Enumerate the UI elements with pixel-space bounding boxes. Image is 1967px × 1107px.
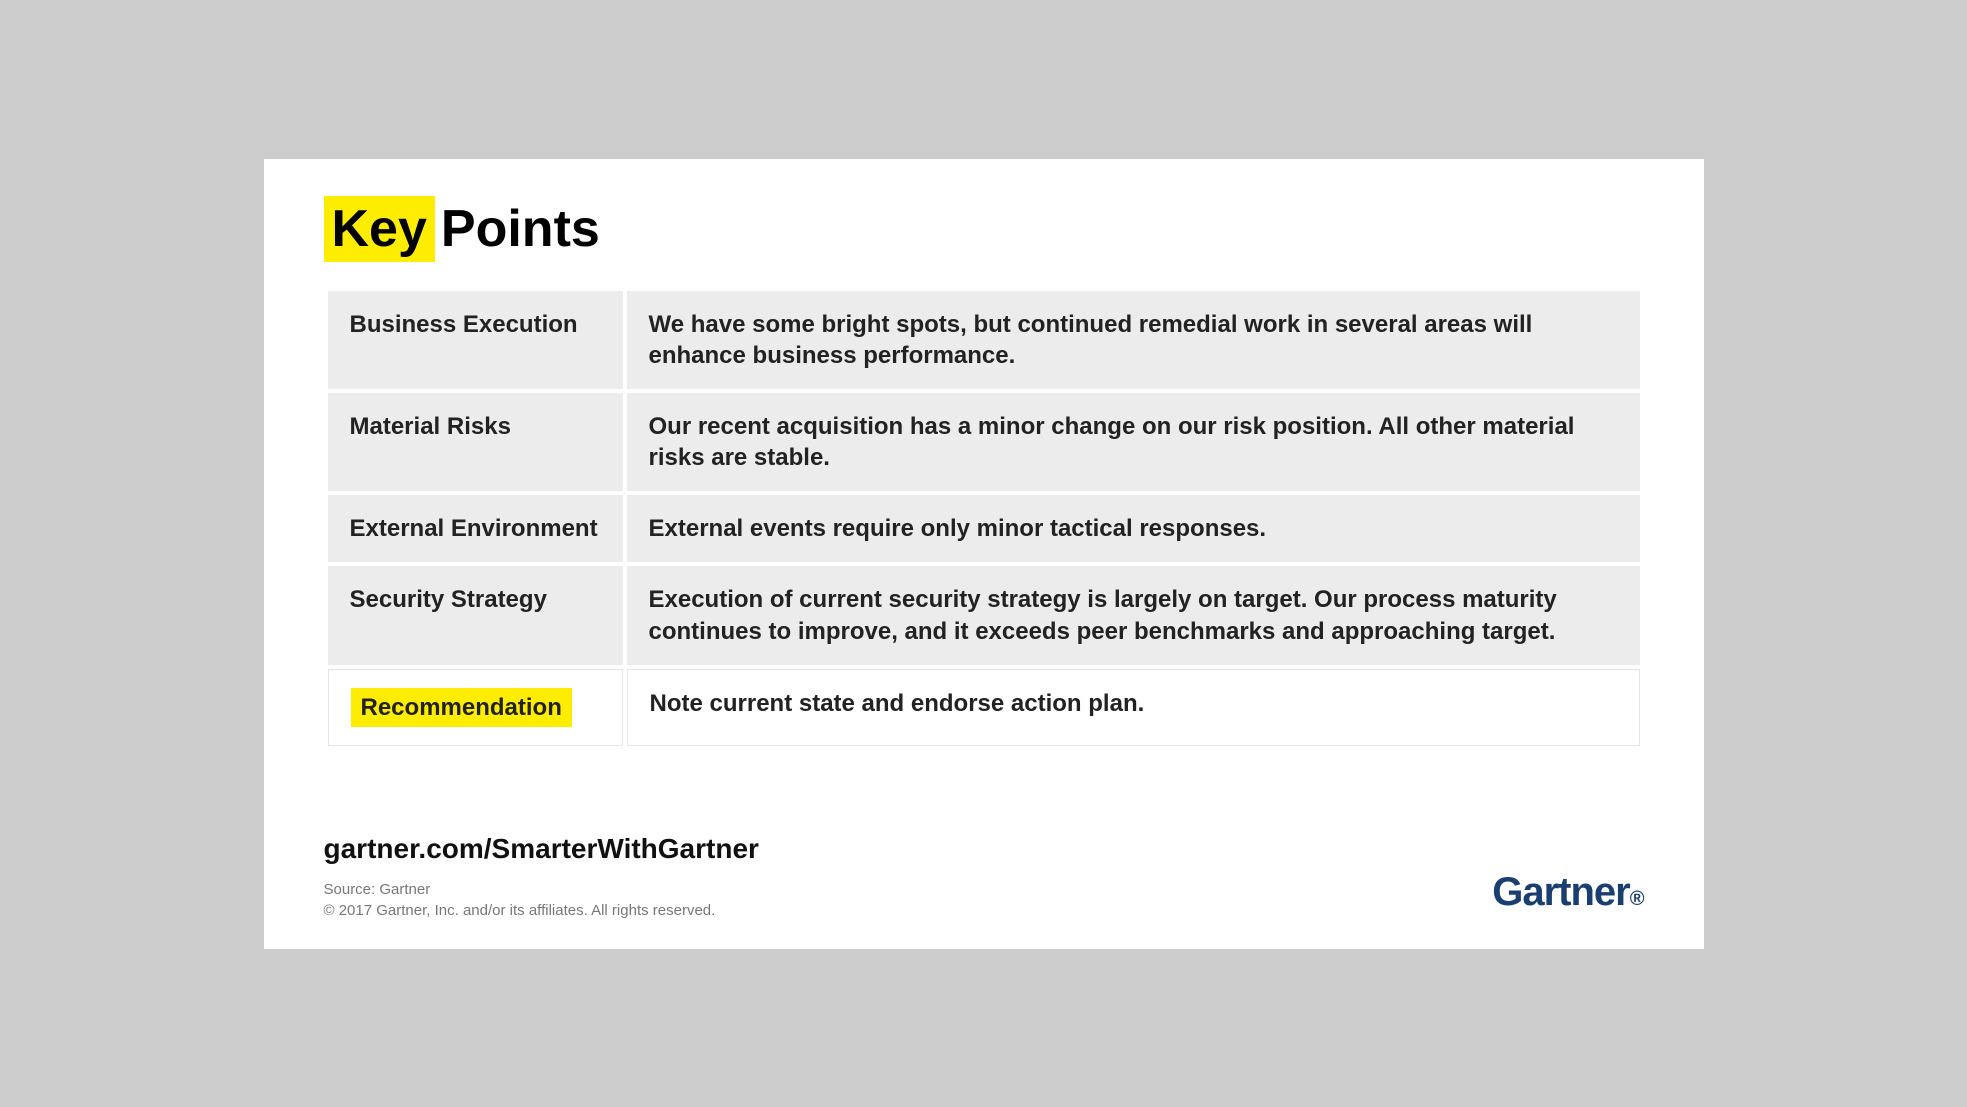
logo-text: Gartner	[1492, 870, 1630, 914]
recommendation-badge: Recommendation	[351, 688, 572, 727]
table-row: Business ExecutionWe have some bright sp…	[328, 291, 1640, 389]
row-description: Note current state and endorse action pl…	[627, 669, 1640, 746]
row-label: Material Risks	[328, 393, 623, 491]
footer-source: Source: Gartner © 2017 Gartner, Inc. and…	[324, 879, 1644, 921]
row-label: Security Strategy	[328, 566, 623, 664]
row-label: Business Execution	[328, 291, 623, 389]
key-points-table: Business ExecutionWe have some bright sp…	[324, 287, 1644, 751]
slide-title: KeyPoints	[324, 199, 1644, 259]
table-row: External EnvironmentExternal events requ…	[328, 495, 1640, 562]
row-description: Execution of current security strategy i…	[627, 566, 1640, 664]
copyright-line: © 2017 Gartner, Inc. and/or its affiliat…	[324, 900, 1644, 921]
title-rest: Points	[441, 200, 600, 258]
gartner-logo: Gartner®	[1492, 870, 1643, 915]
row-description: Our recent acquisition has a minor chang…	[627, 393, 1640, 491]
row-description: We have some bright spots, but continued…	[627, 291, 1640, 389]
footer: gartner.com/SmarterWithGartner Source: G…	[324, 833, 1644, 921]
row-label: Recommendation	[328, 669, 623, 746]
table-body: Business ExecutionWe have some bright sp…	[328, 291, 1640, 747]
row-label: External Environment	[328, 495, 623, 562]
title-highlight: Key	[324, 196, 435, 262]
logo-dot: ®	[1630, 888, 1644, 910]
table-row: Material RisksOur recent acquisition has…	[328, 393, 1640, 491]
footer-url: gartner.com/SmarterWithGartner	[324, 833, 1644, 865]
table-row: Security StrategyExecution of current se…	[328, 566, 1640, 664]
slide: KeyPoints Business ExecutionWe have some…	[264, 159, 1704, 949]
table-row: Recommendation Note current state and end…	[328, 669, 1640, 746]
row-description: External events require only minor tacti…	[627, 495, 1640, 562]
source-line: Source: Gartner	[324, 879, 1644, 900]
